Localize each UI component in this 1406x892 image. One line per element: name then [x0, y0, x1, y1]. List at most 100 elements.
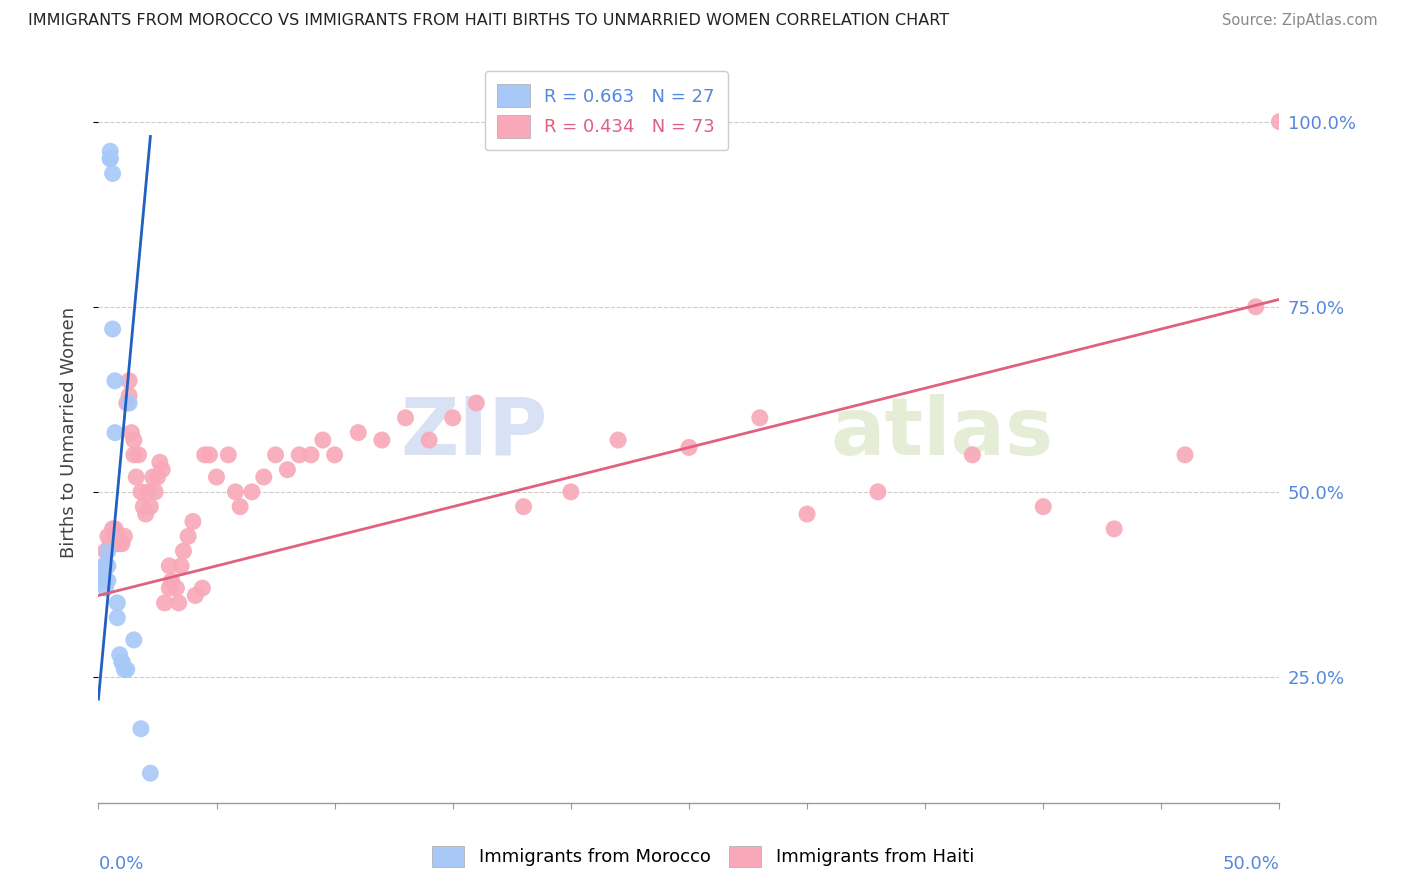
Point — [105, 529, 128, 543]
Point — [323, 448, 346, 462]
Point — [1268, 114, 1291, 128]
Legend: R = 0.663   N = 27, R = 0.434   N = 73: R = 0.663 N = 27, R = 0.434 N = 73 — [485, 71, 728, 151]
Point — [91, 558, 114, 573]
Point — [142, 470, 165, 484]
Point — [139, 500, 162, 514]
Point — [560, 484, 582, 499]
Point — [111, 537, 134, 551]
Point — [150, 463, 173, 477]
Point — [184, 589, 207, 603]
Point — [104, 522, 127, 536]
Point — [167, 596, 190, 610]
Point — [1174, 448, 1197, 462]
Point — [104, 374, 127, 388]
Point — [172, 544, 194, 558]
Point — [146, 470, 169, 484]
Point — [165, 581, 187, 595]
Point — [748, 410, 770, 425]
Point — [101, 167, 124, 181]
Text: ZIP: ZIP — [399, 393, 547, 472]
Y-axis label: Births to Unmarried Women: Births to Unmarried Women — [59, 307, 77, 558]
Text: 0.0%: 0.0% — [98, 855, 143, 872]
Point — [129, 484, 152, 499]
Point — [139, 766, 162, 780]
Point — [170, 558, 193, 573]
Point — [418, 433, 440, 447]
Point — [394, 410, 416, 425]
Point — [607, 433, 630, 447]
Point — [136, 484, 159, 499]
Point — [115, 663, 138, 677]
Point — [299, 448, 322, 462]
Point — [122, 433, 145, 447]
Point — [312, 433, 335, 447]
Point — [115, 396, 138, 410]
Point — [125, 470, 148, 484]
Point — [135, 507, 157, 521]
Point — [224, 484, 246, 499]
Point — [132, 500, 155, 514]
Point — [276, 463, 298, 477]
Point — [111, 655, 134, 669]
Point — [371, 433, 394, 447]
Point — [1032, 500, 1054, 514]
Point — [288, 448, 311, 462]
Point — [160, 574, 183, 588]
Point — [98, 152, 121, 166]
Point — [1244, 300, 1267, 314]
Point — [194, 448, 217, 462]
Point — [97, 544, 120, 558]
Point — [122, 632, 145, 647]
Point — [111, 655, 134, 669]
Point — [112, 529, 135, 543]
Point — [347, 425, 370, 440]
Point — [118, 389, 141, 403]
Point — [177, 529, 200, 543]
Point — [118, 396, 141, 410]
Point — [157, 581, 180, 595]
Point — [97, 529, 120, 543]
Point — [866, 484, 889, 499]
Point — [97, 574, 120, 588]
Point — [153, 596, 176, 610]
Text: Source: ZipAtlas.com: Source: ZipAtlas.com — [1222, 13, 1378, 29]
Point — [91, 574, 114, 588]
Legend: Immigrants from Morocco, Immigrants from Haiti: Immigrants from Morocco, Immigrants from… — [425, 838, 981, 874]
Point — [122, 448, 145, 462]
Point — [465, 396, 488, 410]
Text: IMMIGRANTS FROM MOROCCO VS IMMIGRANTS FROM HAITI BIRTHS TO UNMARRIED WOMEN CORRE: IMMIGRANTS FROM MOROCCO VS IMMIGRANTS FR… — [28, 13, 949, 29]
Point — [105, 611, 128, 625]
Text: atlas: atlas — [831, 393, 1053, 472]
Point — [90, 574, 112, 588]
Point — [240, 484, 263, 499]
Point — [104, 537, 127, 551]
Point — [128, 448, 150, 462]
Point — [94, 581, 117, 595]
Point — [108, 648, 131, 662]
Point — [181, 515, 204, 529]
Point — [98, 145, 121, 159]
Point — [157, 558, 180, 573]
Point — [121, 425, 143, 440]
Point — [205, 470, 228, 484]
Point — [264, 448, 287, 462]
Point — [253, 470, 276, 484]
Point — [678, 441, 700, 455]
Point — [149, 455, 172, 469]
Point — [229, 500, 252, 514]
Point — [98, 152, 121, 166]
Point — [94, 558, 117, 573]
Point — [112, 663, 135, 677]
Point — [143, 484, 166, 499]
Point — [104, 425, 127, 440]
Point — [191, 581, 214, 595]
Point — [796, 507, 818, 521]
Point — [98, 537, 121, 551]
Text: 50.0%: 50.0% — [1223, 855, 1279, 872]
Point — [108, 537, 131, 551]
Point — [97, 558, 120, 573]
Point — [198, 448, 221, 462]
Point — [217, 448, 239, 462]
Point — [94, 544, 117, 558]
Point — [441, 410, 464, 425]
